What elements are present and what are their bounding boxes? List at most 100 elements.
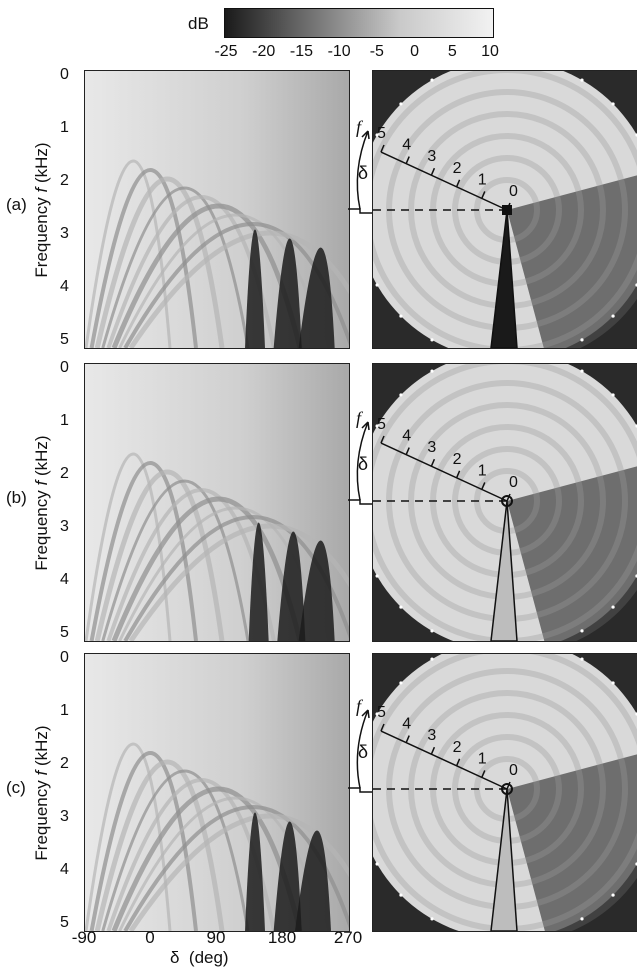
rim-dot (375, 424, 379, 428)
y-tick-label: 0 (60, 359, 69, 376)
y-axis-label-text: Frequency (32, 197, 51, 278)
heatmap-svg (85, 654, 349, 931)
interference-fringe (118, 796, 328, 931)
rim-dot (399, 393, 403, 397)
radial-tick-label: 4 (402, 137, 411, 154)
y-tick-label: 1 (60, 119, 69, 136)
rim-dot (399, 681, 403, 685)
y-tick-label: 0 (60, 649, 69, 666)
colorbar-tick-label: -15 (289, 43, 313, 60)
radial-tick (455, 758, 461, 767)
delta-label: δ (358, 742, 369, 762)
interference-fringe (118, 213, 328, 348)
rim-dot (580, 338, 584, 342)
null-band (248, 522, 269, 641)
connector (348, 363, 388, 640)
rim-dot (580, 657, 584, 661)
radial-tick-label: 3 (427, 727, 436, 744)
y-axis-label-unit: (kHz) (32, 142, 51, 184)
interference-fringe (128, 813, 349, 931)
heatmap-svg (85, 364, 349, 641)
y-axis-label: Frequency f (kHz) (32, 693, 52, 893)
y-tick-label: 4 (60, 571, 69, 588)
y-axis-label: Frequency f (kHz) (32, 403, 52, 603)
connector (348, 653, 388, 930)
radial-tick-label: 1 (478, 171, 487, 188)
shadow-sector (507, 754, 637, 931)
interference-fringe (128, 523, 349, 641)
y-axis-label-text: Frequency (32, 490, 51, 571)
interference-fringe (85, 159, 172, 348)
f-label: f (356, 117, 362, 137)
connector-line (348, 787, 372, 793)
rim-dot (580, 917, 584, 921)
heatmap-svg (85, 71, 349, 348)
interference-fringe (94, 759, 225, 931)
heatmap-panel (84, 70, 350, 349)
y-tick-label: 4 (60, 278, 69, 295)
null-band (245, 229, 265, 348)
interference-fringe (111, 496, 303, 641)
rim-dot (611, 605, 615, 609)
colorbar-unit-label: dB (188, 14, 209, 33)
x-tick-label: 90 (206, 928, 226, 947)
radial-tick (506, 493, 511, 502)
delta-label: δ (358, 454, 369, 474)
null-band (277, 531, 306, 641)
y-axis-label-unit: (kHz) (32, 725, 51, 767)
radial-axis (380, 151, 508, 211)
connector-line (348, 499, 372, 505)
radial-tick (455, 470, 461, 479)
x-tick-label: 270 (333, 928, 363, 947)
rim-dot (611, 314, 615, 318)
y-tick-label: 2 (60, 465, 69, 482)
null-band (273, 238, 302, 348)
radial-tick (481, 770, 486, 778)
f-label: f (356, 408, 362, 428)
panel-tag: (c) (6, 778, 26, 797)
interference-fringe (111, 786, 303, 931)
y-tick-label: 0 (60, 66, 69, 83)
delta-arc-arrow (350, 412, 380, 502)
radial-tick-label: 4 (402, 428, 411, 445)
interference-fringe (85, 742, 172, 931)
connector (348, 70, 388, 347)
rim-dot (430, 369, 434, 373)
rim-dot (375, 133, 379, 137)
rim-dot (611, 893, 615, 897)
heatmap-panel (84, 653, 350, 932)
arrow-head (361, 709, 370, 719)
wedge (490, 209, 518, 348)
interference-fringe (128, 230, 349, 348)
radial-tick (455, 179, 461, 188)
y-axis-label-unit: (kHz) (32, 435, 51, 477)
rim-dot (399, 102, 403, 106)
rim-dot (375, 283, 379, 287)
y-tick-label: 3 (60, 518, 69, 535)
interference-fringe (101, 186, 250, 348)
radial-tick-label: 3 (427, 439, 436, 456)
radial-tick (481, 191, 486, 199)
radial-axis (380, 730, 508, 790)
x-tick-label: -90 (71, 928, 97, 947)
interference-fringe (101, 769, 250, 931)
colorbar-tick-label: 0 (410, 43, 420, 60)
y-tick-label: 1 (60, 702, 69, 719)
radial-axis (380, 442, 508, 502)
y-tick-label: 2 (60, 172, 69, 189)
arrow-head (361, 130, 370, 140)
f-label: f (356, 696, 362, 716)
source-marker (501, 495, 513, 507)
colorbar-tick-label: -20 (252, 43, 276, 60)
null-band (295, 830, 331, 931)
rim-dot (611, 681, 615, 685)
radial-tick-label: 1 (478, 462, 487, 479)
radial-tick (405, 447, 410, 455)
rim-dot (580, 78, 584, 82)
y-axis-label-var: f (32, 770, 51, 776)
